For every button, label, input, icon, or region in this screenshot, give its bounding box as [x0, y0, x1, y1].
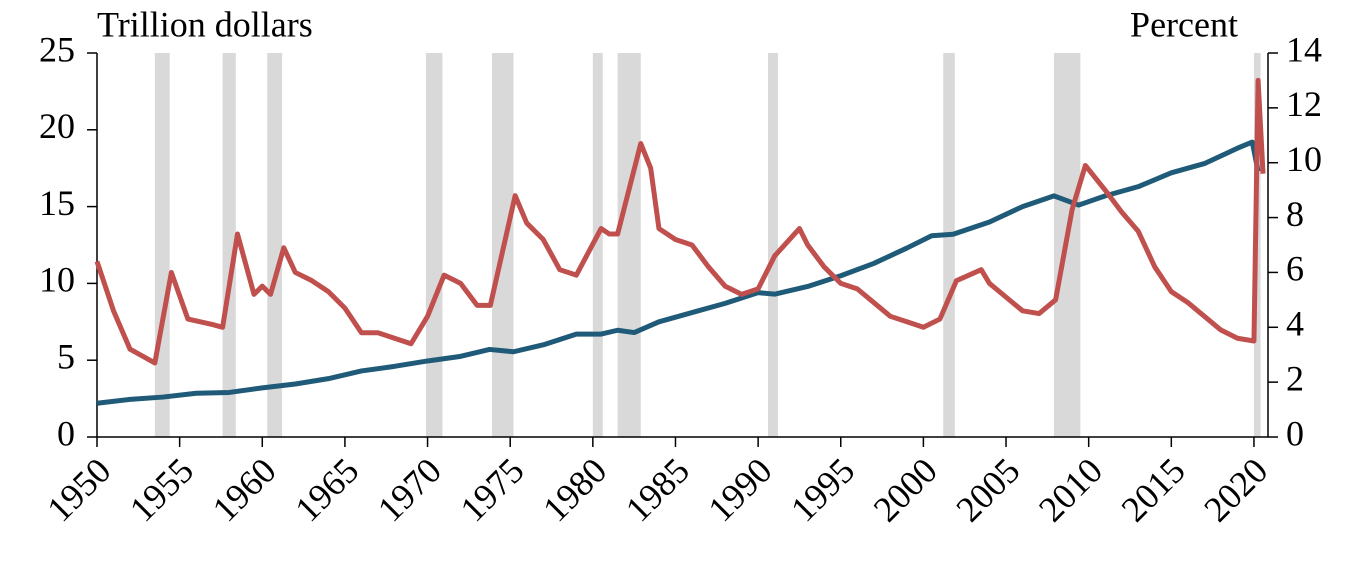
recession-band [768, 53, 778, 437]
x-tick-label: 1975 [453, 450, 532, 529]
x-tick-label: 1955 [122, 450, 201, 529]
x-tick-label: 1980 [535, 450, 614, 529]
x-tick-label: 1995 [783, 450, 862, 529]
x-tick-label: 1950 [39, 450, 118, 529]
recession-band [222, 53, 236, 437]
x-tick-label: 1990 [700, 450, 779, 529]
y-tick-label: 15 [39, 183, 75, 223]
y2-tick-label: 4 [1286, 304, 1304, 344]
y2-axis-title: Percent [1130, 4, 1238, 44]
recession-band [617, 53, 641, 437]
recession-band [267, 53, 283, 437]
x-tick-label: 2010 [1031, 450, 1110, 529]
x-tick-label: 1970 [370, 450, 449, 529]
data-line [94, 77, 1266, 366]
data-line [96, 139, 1261, 406]
y-tick-label: 25 [39, 29, 75, 69]
y2-tick-label: 10 [1286, 139, 1322, 179]
y-tick-label: 20 [39, 106, 75, 146]
y2-tick-label: 14 [1286, 29, 1322, 69]
x-tick-label: 1985 [618, 450, 697, 529]
y-tick-label: 5 [57, 336, 75, 376]
y-axis-title: Trillion dollars [97, 4, 313, 44]
x-tick-label: 1965 [287, 450, 366, 529]
y2-tick-label: 6 [1286, 249, 1304, 289]
x-tick-label: 1960 [205, 450, 284, 529]
x-tick-label: 2015 [1114, 450, 1193, 529]
y2-tick-label: 0 [1286, 413, 1304, 453]
recession-band [592, 53, 603, 437]
y2-tick-label: 12 [1286, 84, 1322, 124]
y2-tick-label: 2 [1286, 358, 1304, 398]
recession-band [943, 53, 955, 437]
y-tick-label: 0 [57, 413, 75, 453]
x-tick-label: 2020 [1196, 450, 1275, 529]
recession-band [154, 53, 170, 437]
recession-band [425, 53, 443, 437]
y2-tick-label: 8 [1286, 194, 1304, 234]
x-tick-label: 2005 [948, 450, 1027, 529]
x-tick-label: 2000 [866, 450, 945, 529]
y-tick-label: 10 [39, 260, 75, 300]
